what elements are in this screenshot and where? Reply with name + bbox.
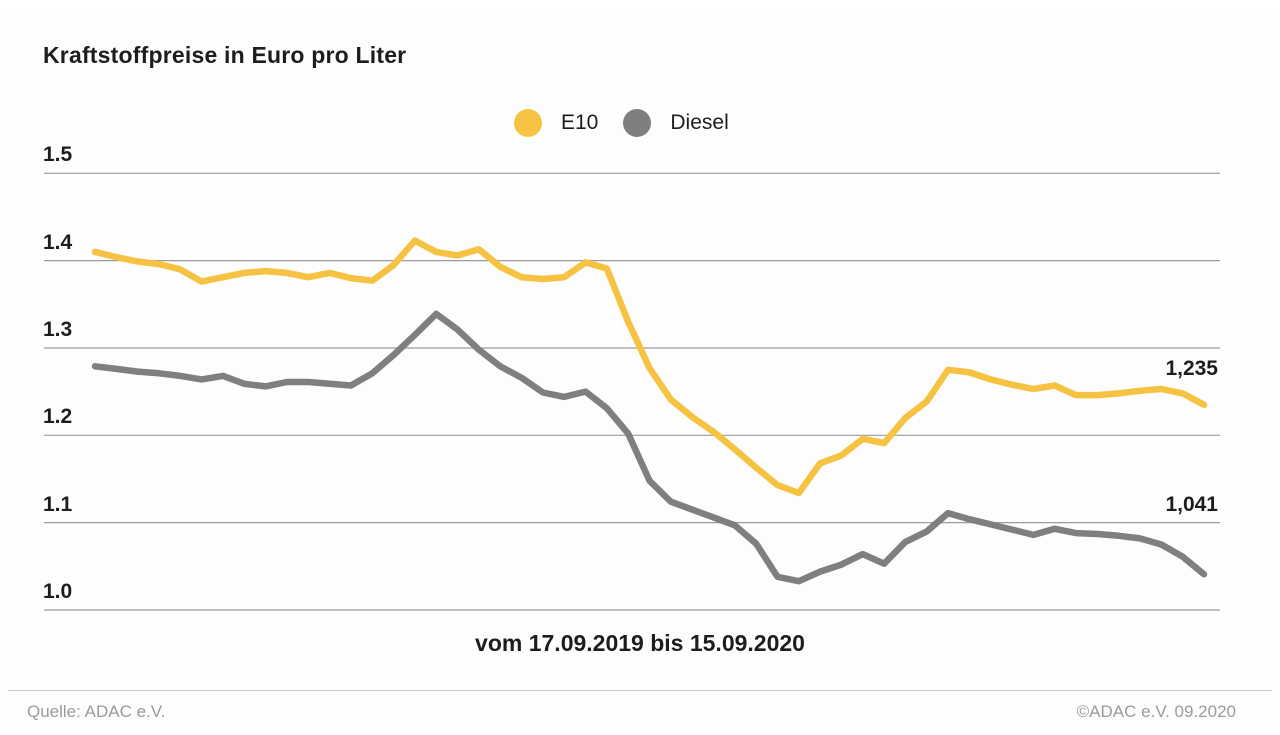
ytick-1-1: 1.1: [43, 492, 73, 516]
line-e10: [91, 237, 1208, 497]
ytick-1-5: 1.5: [43, 143, 73, 167]
legend-label-diesel: Diesel: [670, 111, 729, 134]
legend: E10 Diesel: [514, 109, 729, 137]
ytick-1-0: 1.0: [43, 580, 73, 603]
legend-label-e10: E10: [561, 111, 599, 134]
legend-dot-diesel: [623, 109, 652, 137]
source-text: Quelle: ADAC e.V.: [27, 702, 166, 721]
ytick-1-3: 1.3: [43, 317, 73, 341]
ytick-1-2: 1.2: [43, 405, 73, 429]
footer-divider: [8, 690, 1272, 691]
e10-end-value-label: 1,235: [1165, 357, 1218, 380]
chart-title: Kraftstoffpreise in Euro pro Liter: [43, 42, 407, 68]
copyright-text: ©ADAC e.V. 09.2020: [1076, 702, 1236, 721]
x-axis-period-label: vom 17.09.2019 bis 15.09.2020: [475, 630, 805, 656]
ytick-1-4: 1.4: [43, 230, 73, 254]
diesel-end-value-label: 1,041: [1165, 493, 1218, 516]
legend-dot-e10: [514, 109, 542, 137]
top-white-bar: [0, 0, 1280, 14]
line-diesel: [91, 310, 1208, 585]
